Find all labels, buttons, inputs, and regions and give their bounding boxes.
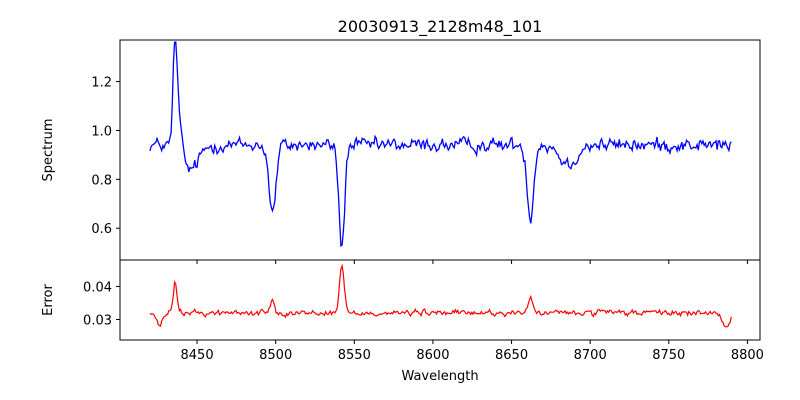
error-axes-frame — [119, 259, 761, 341]
error-panel: 0.03 0.04 8450 8500 8550 8600 8650 8700 8750 8800… — [41, 259, 764, 384]
error-xtick-label-1: 8500 — [259, 348, 292, 363]
error-xtick-label-0: 8450 — [181, 348, 214, 363]
error-ytick-label-1: 0.04 — [83, 280, 112, 295]
error-xtick-label-7: 8800 — [731, 348, 764, 363]
error-ylabel: Error — [41, 284, 56, 316]
error-ticks: 0.03 0.04 8450 8500 8550 8600 8650 8700 8750 8800 — [83, 280, 764, 363]
spectrum-ytick-label-3: 1.2 — [91, 76, 112, 91]
spectrum-ticks: 0.6 0.8 1.0 1.2 — [91, 76, 748, 264]
spectrum-ylabel: Spectrum — [41, 119, 56, 182]
spectrum-ytick-label-2: 1.0 — [91, 124, 112, 139]
error-xtick-label-2: 8550 — [338, 348, 371, 363]
error-line — [149, 263, 732, 328]
error-xtick-label-5: 8700 — [574, 348, 607, 363]
error-xtick-label-4: 8650 — [495, 348, 528, 363]
error-xtick-label-6: 8750 — [652, 348, 685, 363]
chart-title: 20030913_2128m48_101 — [338, 17, 543, 37]
error-xtick-label-3: 8600 — [416, 348, 449, 363]
spectrum-ytick-label-1: 0.8 — [91, 173, 112, 188]
error-ytick-label-0: 0.03 — [83, 314, 112, 329]
spectrum-panel: 0.6 0.8 1.0 1.2 Spectrum — [41, 39, 761, 264]
spectrum-line — [149, 41, 732, 247]
error-xlabel: Wavelength — [401, 369, 478, 384]
spectrum-ytick-label-0: 0.6 — [91, 222, 112, 237]
